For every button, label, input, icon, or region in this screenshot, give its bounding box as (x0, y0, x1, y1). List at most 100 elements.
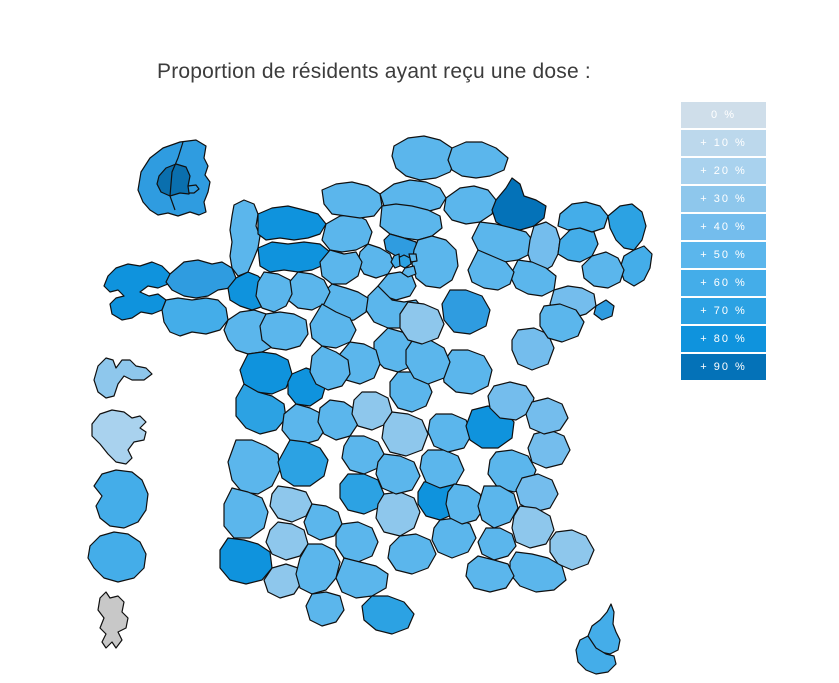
region-herault[interactable] (387, 533, 437, 575)
region-vosges[interactable] (581, 251, 625, 289)
region-ardennes[interactable] (491, 177, 547, 231)
region-dordogne[interactable] (277, 439, 329, 487)
region-orne[interactable] (257, 241, 331, 273)
region-drome[interactable] (477, 485, 519, 529)
region-vaucluse[interactable] (477, 527, 517, 561)
region-hautes-alpes[interactable] (515, 473, 559, 513)
region-inset-small[interactable] (187, 184, 200, 194)
region-haut-rhin[interactable] (619, 245, 653, 287)
region-charente-maritime[interactable] (235, 383, 287, 435)
region-ariege[interactable] (305, 591, 345, 627)
region-aube[interactable] (467, 249, 515, 291)
region-corse-du-sud[interactable] (575, 635, 617, 675)
region-savoie[interactable] (527, 429, 571, 469)
region-gard[interactable] (431, 517, 477, 559)
region-la-reunion[interactable] (87, 531, 147, 583)
map-regions[interactable] (87, 135, 653, 675)
region-tarn-et-garonne[interactable] (303, 503, 343, 541)
region-gironde[interactable] (227, 439, 281, 495)
region-eure[interactable] (321, 213, 373, 253)
region-correze[interactable] (341, 435, 385, 475)
region-landes[interactable] (223, 487, 269, 539)
region-loire[interactable] (427, 413, 473, 453)
region-cotes-darmor[interactable] (165, 259, 237, 299)
legend-item-0[interactable]: 0 % (681, 102, 766, 128)
legend-item-9[interactable]: + 90 % (681, 354, 766, 380)
region-haute-corse[interactable] (587, 603, 621, 655)
region-seine-et-marne[interactable] (411, 235, 459, 289)
region-lot[interactable] (339, 473, 385, 515)
region-nievre[interactable] (405, 337, 451, 385)
region-calvados[interactable] (257, 205, 327, 241)
region-lot-et-garonne[interactable] (269, 485, 313, 523)
region-mayenne[interactable] (255, 271, 293, 313)
region-haute-savoie[interactable] (525, 397, 569, 435)
region-maine-et-loire[interactable] (259, 311, 309, 351)
region-saone-et-loire[interactable] (441, 349, 493, 395)
legend-item-label: + 30 % (700, 193, 747, 205)
region-tarn[interactable] (335, 521, 379, 563)
legend-item-3[interactable]: + 30 % (681, 186, 766, 212)
region-ain[interactable] (487, 381, 535, 421)
legend-item-7[interactable]: + 70 % (681, 298, 766, 324)
region-manche[interactable] (229, 199, 261, 277)
region-creuse[interactable] (351, 391, 393, 431)
map-legend[interactable]: 0 % + 10 % + 20 % + 30 % + 40 % + 50 % + 60 % +… (681, 102, 766, 382)
region-doubs[interactable] (539, 303, 585, 343)
region-aude[interactable] (335, 557, 389, 599)
legend-item-8[interactable]: + 80 % (681, 326, 766, 352)
region-moselle[interactable] (557, 201, 609, 233)
region-bouches-du-rhone[interactable] (465, 555, 515, 593)
region-gers[interactable] (265, 521, 309, 561)
region-haute-vienne[interactable] (317, 399, 359, 441)
region-guadeloupe[interactable] (93, 357, 153, 399)
region-territoire-belfort[interactable] (593, 299, 615, 321)
region-seine-saint-denis[interactable] (408, 253, 418, 263)
region-marne[interactable] (471, 221, 535, 263)
region-puy-de-dome[interactable] (381, 411, 429, 457)
region-ardeche[interactable] (445, 483, 485, 525)
region-pyrenees-atlantiques[interactable] (219, 537, 273, 585)
region-mayotte[interactable] (97, 591, 129, 649)
region-pyrenees-orientales[interactable] (361, 595, 415, 635)
region-haute-marne[interactable] (509, 259, 557, 297)
region-finistere[interactable] (103, 261, 171, 321)
region-oise[interactable] (379, 203, 443, 241)
region-aveyron[interactable] (375, 491, 421, 537)
region-val-de-marne[interactable] (401, 265, 417, 278)
legend-item-4[interactable]: + 40 % (681, 214, 766, 240)
region-bas-rhin[interactable] (607, 203, 647, 251)
legend-item-label: + 40 % (700, 221, 747, 233)
region-vendee[interactable] (239, 351, 293, 395)
region-indre-et-loire[interactable] (309, 303, 357, 349)
region-jura[interactable] (511, 327, 555, 371)
region-yonne[interactable] (399, 301, 445, 345)
region-hauts-de-seine[interactable] (390, 253, 401, 269)
region-vienne[interactable] (309, 345, 351, 391)
region-aisne[interactable] (443, 185, 497, 225)
legend-item-label: + 80 % (700, 333, 747, 345)
region-cantal[interactable] (375, 453, 421, 495)
region-meuse[interactable] (527, 221, 561, 273)
region-eure-et-loir[interactable] (319, 249, 363, 285)
region-alpes-maritimes[interactable] (549, 529, 595, 571)
region-nord[interactable] (447, 141, 509, 179)
region-alpes-de-haute-provence[interactable] (511, 505, 555, 549)
region-charente[interactable] (281, 403, 327, 445)
region-morbihan[interactable] (161, 297, 229, 337)
region-hautes-pyrenees[interactable] (263, 563, 303, 599)
region-cote-dor[interactable] (441, 289, 491, 335)
region-haute-loire[interactable] (419, 449, 465, 489)
region-guyane[interactable] (93, 469, 149, 529)
region-martinique[interactable] (91, 409, 147, 465)
inset-ile-de-france[interactable] (137, 139, 211, 217)
legend-item-1[interactable]: + 10 % (681, 130, 766, 156)
region-seine-maritime[interactable] (321, 181, 383, 219)
region-haute-garonne[interactable] (295, 543, 341, 595)
region-pas-de-calais[interactable] (391, 135, 457, 181)
legend-item-2[interactable]: + 20 % (681, 158, 766, 184)
legend-item-label: + 20 % (700, 165, 747, 177)
legend-item-6[interactable]: + 60 % (681, 270, 766, 296)
legend-item-5[interactable]: + 50 % (681, 242, 766, 268)
